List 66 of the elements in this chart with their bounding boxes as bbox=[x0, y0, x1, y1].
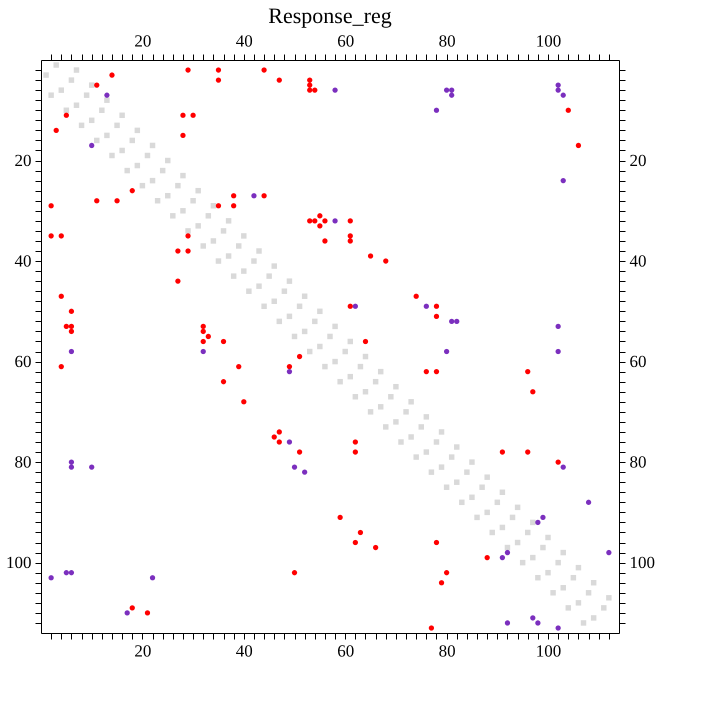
point bbox=[530, 615, 536, 621]
point bbox=[504, 620, 510, 626]
point bbox=[292, 464, 298, 470]
point bbox=[200, 348, 206, 354]
point bbox=[48, 575, 54, 580]
point bbox=[504, 550, 510, 556]
point bbox=[424, 304, 429, 309]
y2-tick-label: 100 bbox=[630, 553, 655, 572]
point bbox=[540, 514, 546, 520]
x2-tick-label: 60 bbox=[337, 32, 354, 50]
point bbox=[556, 82, 561, 88]
point bbox=[556, 625, 561, 631]
point bbox=[560, 464, 566, 470]
point bbox=[302, 470, 308, 475]
point bbox=[68, 459, 74, 465]
point bbox=[606, 550, 612, 556]
x-tick-label: 100 bbox=[536, 642, 562, 660]
point bbox=[251, 193, 257, 198]
x2-tick-label: 100 bbox=[536, 32, 562, 50]
x2-tick-label: 40 bbox=[236, 32, 253, 50]
y-tick-label: 80 bbox=[14, 452, 32, 472]
x-tick-label: 20 bbox=[134, 642, 152, 660]
point bbox=[449, 88, 454, 93]
point bbox=[444, 88, 450, 93]
point bbox=[68, 570, 74, 576]
point bbox=[150, 575, 156, 580]
point bbox=[332, 88, 338, 93]
point bbox=[556, 324, 561, 330]
y-tick-label: 100 bbox=[6, 553, 32, 572]
point bbox=[332, 218, 338, 224]
point bbox=[64, 570, 69, 576]
point bbox=[68, 464, 74, 470]
point bbox=[286, 439, 292, 445]
point bbox=[556, 348, 561, 354]
point bbox=[535, 520, 541, 526]
point bbox=[586, 500, 592, 505]
point bbox=[500, 554, 506, 560]
y-tick-label: 40 bbox=[14, 252, 32, 271]
x2-tick-label: 80 bbox=[438, 32, 456, 50]
point bbox=[560, 92, 566, 98]
point bbox=[556, 88, 561, 93]
point bbox=[286, 368, 292, 374]
point bbox=[444, 348, 450, 354]
point bbox=[449, 92, 454, 98]
point bbox=[535, 620, 541, 626]
point bbox=[560, 178, 566, 184]
y-tick-label: 20 bbox=[14, 151, 32, 170]
point bbox=[104, 92, 110, 98]
y-tick-label: 60 bbox=[14, 352, 32, 372]
x-tick-label: 60 bbox=[337, 642, 354, 660]
x-tick-label: 40 bbox=[236, 642, 253, 660]
point bbox=[449, 318, 454, 324]
x-tick-label: 80 bbox=[438, 642, 456, 660]
point bbox=[434, 108, 440, 113]
point bbox=[352, 304, 358, 309]
x2-tick-label: 20 bbox=[134, 32, 152, 50]
point bbox=[454, 318, 460, 324]
chart-title: Response_reg bbox=[268, 3, 392, 28]
y2-tick-label: 80 bbox=[630, 452, 646, 472]
y2-tick-label: 40 bbox=[630, 252, 646, 271]
point bbox=[68, 348, 74, 354]
point bbox=[89, 464, 94, 470]
point bbox=[89, 142, 94, 148]
point bbox=[124, 610, 130, 616]
y2-tick-label: 60 bbox=[630, 352, 646, 372]
y2-tick-label: 20 bbox=[630, 151, 646, 170]
